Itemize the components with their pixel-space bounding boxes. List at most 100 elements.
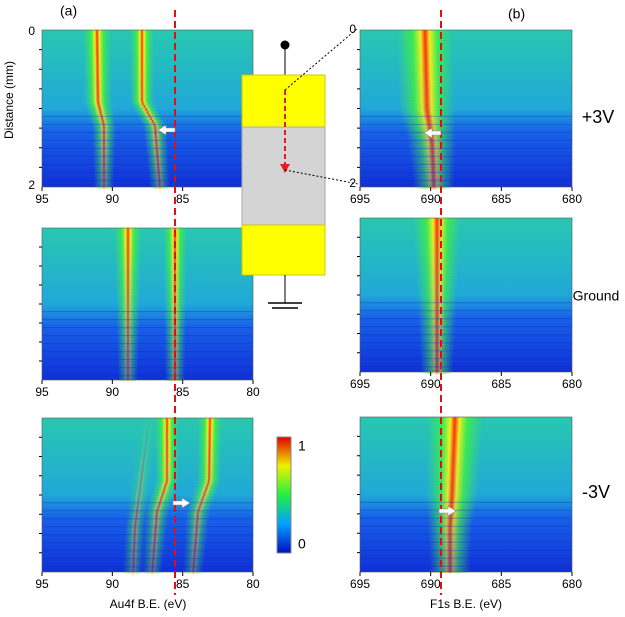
peak-row — [155, 463, 179, 467]
peak-row — [398, 96, 455, 100]
peak-row — [426, 447, 482, 451]
peak-row — [164, 357, 186, 361]
peak-row — [164, 315, 186, 319]
peak-row — [93, 186, 115, 190]
peak-row — [83, 54, 112, 58]
peak-row — [126, 514, 147, 518]
peak-row — [196, 481, 221, 485]
peak-row — [164, 360, 186, 364]
peak-row — [137, 433, 158, 437]
peak-row — [429, 558, 471, 562]
peak-row — [137, 427, 158, 431]
peak-row — [93, 174, 115, 178]
peak-row — [138, 421, 159, 425]
peak-row — [115, 282, 141, 286]
peak-row — [93, 162, 115, 166]
peak-row — [197, 475, 222, 479]
peak-row — [408, 147, 456, 151]
peak-row — [185, 529, 208, 533]
peak-row — [144, 517, 169, 521]
peak-row — [130, 30, 154, 34]
peak-row — [184, 535, 208, 539]
condition-label: Ground — [573, 288, 620, 304]
peak-row — [142, 123, 167, 127]
peak-row — [130, 60, 154, 64]
peak-row — [155, 427, 179, 431]
peak-row — [132, 105, 157, 109]
peak-row — [419, 350, 455, 354]
peak-row — [429, 567, 471, 571]
peak-row — [116, 306, 140, 310]
peak-row — [410, 162, 456, 166]
peak-row — [143, 535, 167, 539]
peak-row — [149, 496, 174, 500]
condition-label: -3V — [582, 482, 610, 502]
peak-row — [419, 338, 455, 342]
peak-row — [130, 66, 154, 70]
peak-row — [129, 493, 150, 497]
peak-row — [410, 156, 456, 160]
peak-row — [427, 525, 473, 529]
peak-row — [115, 285, 141, 289]
peak-row — [397, 48, 454, 52]
peak-row — [116, 324, 140, 328]
peak-row — [413, 230, 461, 234]
peak-row — [420, 365, 454, 369]
peak-row — [139, 117, 164, 121]
peak-row — [117, 369, 139, 373]
peak-row — [130, 99, 154, 103]
peak-row — [147, 502, 172, 506]
peak-row — [142, 556, 164, 560]
peak-row — [409, 153, 456, 157]
peak-row — [185, 523, 209, 527]
peak-row — [398, 90, 455, 94]
x-axis-label: Au4f B.E. (eV) — [110, 597, 187, 611]
peak-row — [397, 30, 453, 34]
peak-row — [163, 294, 187, 298]
peak-row — [197, 445, 222, 449]
peak-row — [136, 439, 157, 443]
x-tick-label: 685 — [491, 192, 511, 206]
peak-row — [429, 555, 471, 559]
peak-row — [144, 511, 169, 515]
peak-row — [197, 466, 222, 470]
peak-row — [428, 546, 472, 550]
peak-row — [426, 423, 483, 427]
peak-row — [194, 487, 219, 491]
peak-row — [416, 293, 458, 297]
colorbar: 1 0 — [276, 436, 306, 554]
peak-row — [130, 63, 154, 67]
peak-row — [426, 483, 479, 487]
peak-row — [413, 233, 461, 237]
peak-row — [197, 430, 222, 434]
peak-row — [116, 321, 140, 325]
peak-row — [426, 480, 479, 484]
peak-row — [183, 553, 206, 557]
peak-row — [115, 273, 141, 277]
peak-row — [428, 531, 472, 535]
peak-row — [420, 359, 454, 363]
peak-row — [420, 368, 454, 372]
peak-row — [93, 177, 115, 181]
peak-row — [185, 511, 210, 515]
peak-row — [153, 484, 178, 488]
peak-row — [197, 424, 222, 428]
peak-row — [426, 450, 481, 454]
peak-row — [184, 541, 207, 545]
peak-row — [117, 345, 139, 349]
peak-row — [115, 294, 141, 298]
peak-row — [426, 426, 483, 430]
peak-row — [397, 33, 454, 37]
peak-row — [145, 508, 170, 512]
peak-row — [145, 147, 169, 151]
peak-row — [142, 565, 163, 569]
panel-label: (a) — [60, 3, 77, 19]
peak-row — [123, 556, 144, 560]
peak-row — [184, 550, 206, 554]
peak-row — [92, 135, 116, 139]
peak-row — [418, 320, 456, 324]
peak-row — [134, 451, 155, 455]
peak-row — [398, 72, 455, 76]
peak-row — [426, 492, 479, 496]
peak-row — [93, 156, 115, 160]
